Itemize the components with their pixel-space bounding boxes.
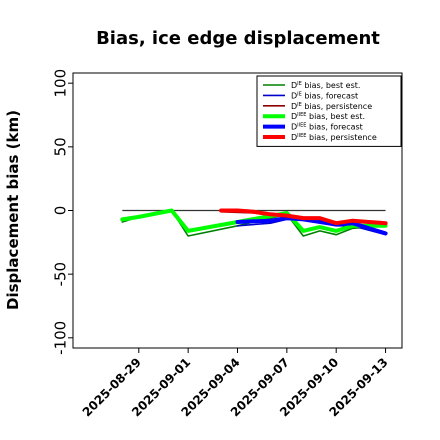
legend-entry-label: DIE bias, forecast [291,91,358,100]
y-tick-label: 100 [51,69,69,98]
legend-box [256,75,402,147]
legend-entry-label: DIIEE bias, persistence [291,133,377,142]
plot-area: -100-500501002025-08-292025-09-012025-09… [51,69,403,419]
y-tick-label: 50 [51,137,69,156]
y-tick-label: -50 [51,262,69,287]
y-tick-label: 0 [51,206,69,216]
chart-title: Bias, ice edge displacement [96,28,380,49]
series-line-4 [120,208,388,233]
legend-entry-label: DIIEE bias, best est. [291,112,365,121]
legend: DIE bias, best est.DIE bias, forecast DIE… [256,75,402,147]
y-tick-label: -100 [51,321,69,355]
legend-entry-label: DIE bias, best est. [291,81,360,90]
y-axis-label: Displacement bias (km) [4,110,22,310]
legend-entry-label: DIIEE bias, forecast [291,123,363,132]
series-line-6 [219,208,388,226]
legend-entry-label: DIE bias, persistence [291,102,372,111]
